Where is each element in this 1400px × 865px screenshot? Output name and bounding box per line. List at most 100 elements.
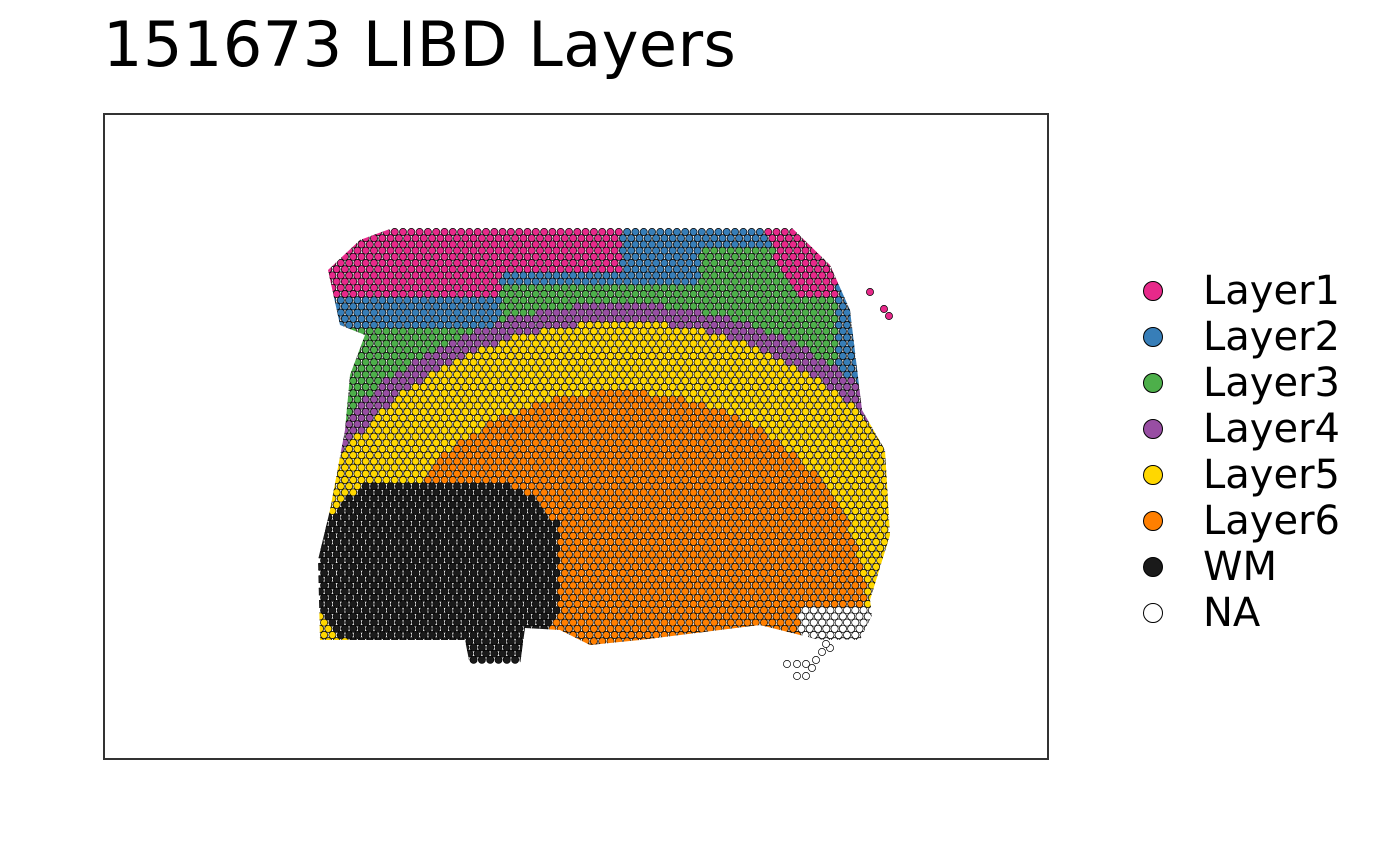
spot-wm	[394, 519, 403, 528]
spot-layer2	[494, 296, 503, 305]
spot-wm	[353, 593, 362, 602]
spot-layer6	[577, 482, 586, 491]
spot-layer6	[731, 451, 739, 460]
spot-layer6	[606, 612, 615, 621]
spot-layer2	[838, 302, 847, 311]
spot-wm	[448, 550, 457, 559]
spot-wm	[328, 618, 337, 627]
spot-wm	[349, 562, 358, 571]
spot-layer6	[843, 569, 851, 577]
spot-layer5	[556, 327, 565, 336]
spot-wm	[357, 587, 366, 596]
spot-layer5	[764, 414, 773, 422]
spot-layer6	[731, 600, 739, 608]
spot-layer6	[701, 544, 710, 553]
spot-wm	[548, 562, 557, 571]
spot-layer1	[457, 240, 466, 249]
spot-layer1	[461, 246, 470, 255]
spot-na	[855, 612, 864, 621]
spot-na	[809, 618, 818, 627]
spot-layer5	[627, 321, 636, 329]
spot-layer2	[394, 296, 403, 305]
spot-layer5	[448, 401, 457, 410]
spot-layer2	[544, 271, 553, 280]
spot-layer3	[685, 283, 694, 292]
spot-layer5	[565, 376, 573, 385]
spot-layer3	[731, 302, 739, 311]
spot-layer6	[668, 482, 677, 491]
spot-layer6	[751, 618, 760, 627]
spot-layer6	[772, 438, 781, 447]
spot-layer6	[814, 500, 822, 509]
spot-layer2	[706, 228, 715, 236]
spot-wm	[411, 618, 420, 627]
spot-layer2	[581, 277, 590, 286]
spot-layer5	[394, 457, 403, 466]
spot-layer2	[618, 271, 627, 280]
spot-wm	[399, 600, 407, 608]
spot-layer5	[357, 451, 366, 460]
spot-layer5	[867, 469, 876, 478]
spot-layer3	[415, 352, 424, 360]
spot-layer3	[760, 308, 768, 317]
spot-layer6	[697, 562, 706, 571]
spot-layer1	[423, 228, 432, 236]
spot-layer3	[585, 283, 594, 292]
spot-layer5	[473, 364, 482, 373]
spot-layer2	[834, 296, 843, 305]
spot-layer5	[502, 345, 511, 354]
spot-wm	[370, 581, 378, 590]
legend: Layer1 Layer2 Layer3 Layer4 Layer5 Layer…	[1140, 268, 1340, 636]
spot-layer4	[349, 414, 358, 422]
spot-layer5	[411, 407, 420, 416]
spot-layer4	[631, 314, 640, 323]
spot-wm	[428, 531, 437, 540]
spot-layer3	[639, 290, 648, 298]
spot-layer5	[809, 457, 818, 466]
spot-layer3	[809, 345, 818, 354]
spot-wm	[511, 494, 520, 503]
spot-wm	[494, 569, 503, 577]
spot-layer6	[606, 451, 615, 460]
spot-wm	[486, 631, 495, 639]
spot-layer6	[643, 519, 652, 528]
spot-layer6	[768, 531, 777, 540]
spot-layer5	[399, 401, 407, 410]
spot-layer6	[627, 618, 636, 627]
spot-layer6	[714, 463, 723, 472]
spot-wm	[436, 531, 445, 540]
spot-layer6	[706, 612, 715, 621]
spot-layer1	[569, 259, 578, 267]
spot-layer5	[672, 389, 681, 398]
spot-wm	[390, 525, 399, 534]
spot-layer3	[780, 277, 789, 286]
spot-wm	[482, 600, 490, 608]
spot-layer6	[722, 600, 731, 608]
spot-layer3	[739, 252, 748, 261]
spot-layer6	[664, 488, 673, 497]
spot-layer1	[465, 277, 474, 286]
spot-layer6	[697, 525, 706, 534]
spot-layer5	[722, 352, 731, 360]
spot-layer5	[672, 352, 681, 360]
spot-layer6	[482, 463, 490, 472]
spot-layer1	[780, 240, 789, 249]
spot-layer3	[374, 364, 383, 373]
spot-wm	[527, 507, 536, 515]
spot-wm	[486, 655, 495, 664]
spot-wm	[378, 556, 387, 565]
spot-layer3	[735, 259, 744, 267]
spot-layer5	[536, 370, 544, 379]
spot-layer6	[689, 575, 698, 584]
spot-layer5	[573, 389, 582, 398]
spot-layer6	[718, 457, 727, 466]
spot-wm	[419, 519, 428, 528]
spot-layer6	[697, 538, 706, 546]
spot-layer5	[602, 383, 611, 391]
spot-layer1	[780, 252, 789, 261]
spot-layer6	[693, 420, 702, 429]
spot-layer3	[407, 352, 416, 360]
spot-layer6	[826, 519, 835, 528]
spot-wm	[353, 631, 362, 639]
spot-layer3	[565, 302, 573, 311]
